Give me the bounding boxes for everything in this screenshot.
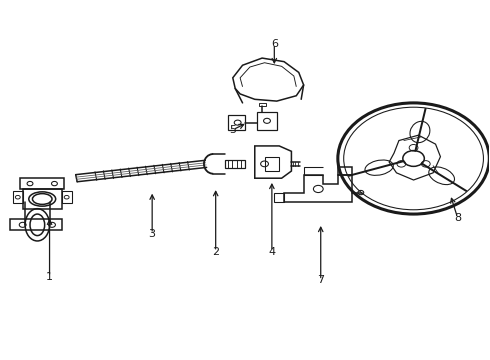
Text: 1: 1: [46, 272, 53, 282]
Text: 7: 7: [317, 275, 324, 285]
Text: 4: 4: [269, 247, 275, 257]
Text: 3: 3: [148, 229, 156, 239]
Text: 2: 2: [212, 247, 219, 257]
Text: 5: 5: [229, 125, 236, 135]
Text: 6: 6: [271, 39, 278, 49]
Text: 8: 8: [454, 213, 461, 222]
